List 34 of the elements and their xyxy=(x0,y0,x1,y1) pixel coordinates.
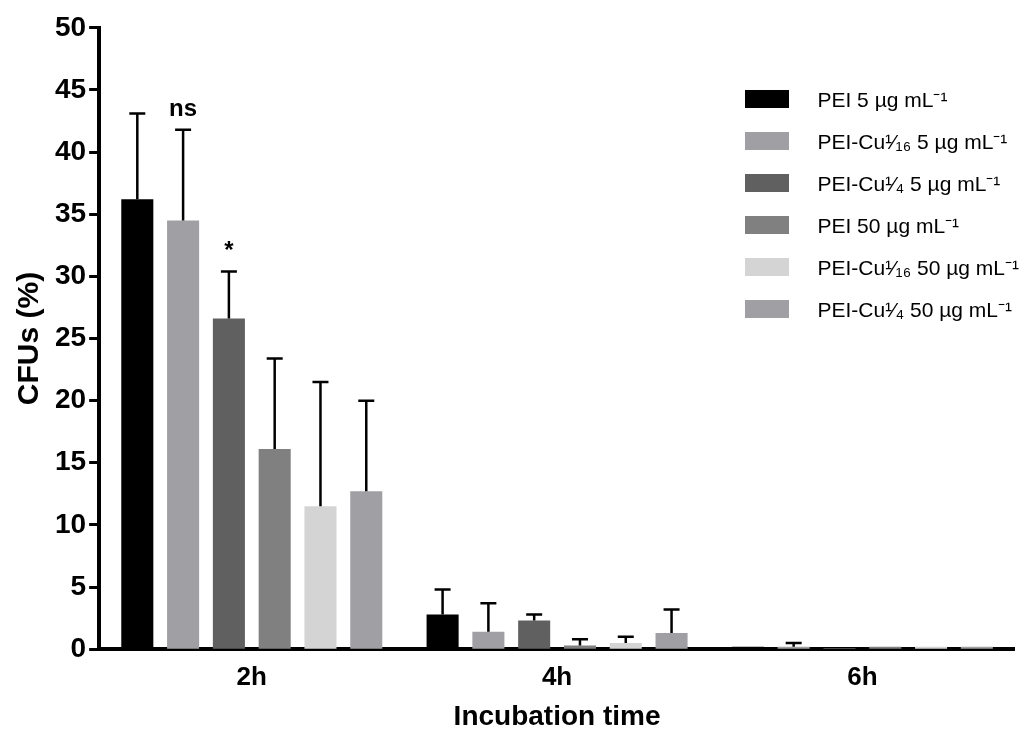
x-tick-label: 2h xyxy=(236,660,267,691)
bar xyxy=(655,633,688,649)
y-tick-label: 45 xyxy=(54,72,87,104)
legend-label: PEI 50 µg mL⁻¹ xyxy=(817,213,960,239)
legend-label: PEI-Cu¹⁄₁₆ 5 µg mL⁻¹ xyxy=(817,129,1008,155)
legend-label: PEI 5 µg mL⁻¹ xyxy=(817,87,948,113)
y-tick-label: 25 xyxy=(54,321,87,353)
bar xyxy=(258,449,291,649)
y-tick-label: 40 xyxy=(54,134,87,166)
x-tick-label: 6h xyxy=(847,660,878,691)
y-tick-label: 35 xyxy=(54,196,87,228)
annotation: ns xyxy=(169,94,198,122)
bar xyxy=(212,318,245,649)
legend-label: PEI-Cu¹⁄₄ 5 µg mL⁻¹ xyxy=(817,171,1001,197)
y-tick-label: 0 xyxy=(70,631,87,663)
y-tick-label: 50 xyxy=(54,10,87,42)
y-tick-label: 20 xyxy=(54,383,87,415)
bar xyxy=(167,220,200,649)
x-axis-title: Incubation time xyxy=(453,699,661,731)
legend-label: PEI-Cu¹⁄₄ 50 µg mL⁻¹ xyxy=(817,297,1013,323)
bar xyxy=(563,645,596,649)
y-axis-title: CFUs (%) xyxy=(11,271,45,406)
y-tick-label: 10 xyxy=(54,507,87,539)
bar xyxy=(472,631,505,649)
annotation: * xyxy=(224,236,235,264)
bar xyxy=(304,506,337,649)
y-tick-label: 30 xyxy=(54,259,87,291)
x-tick-label: 4h xyxy=(541,660,573,691)
bar xyxy=(609,642,642,649)
y-tick-label: 15 xyxy=(54,445,87,477)
legend-label: PEI-Cu¹⁄₁₆ 50 µg mL⁻¹ xyxy=(817,255,1019,281)
bar xyxy=(350,491,383,649)
y-tick-label: 5 xyxy=(70,569,87,601)
bar xyxy=(518,620,551,649)
